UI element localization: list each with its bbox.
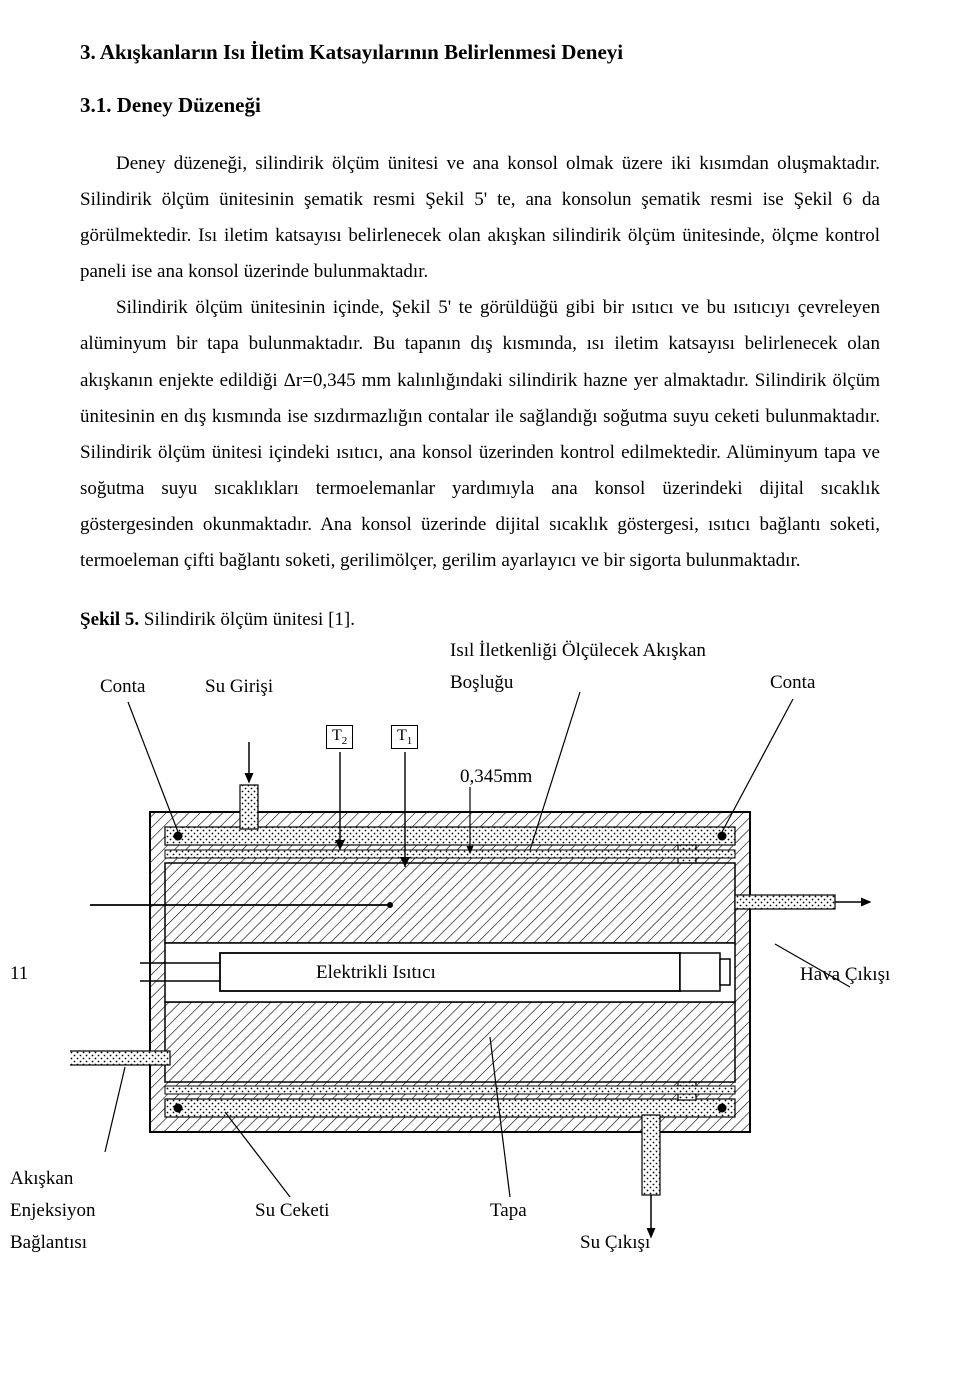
label-0345mm: 0,345mm bbox=[460, 765, 532, 790]
label-tapa: Tapa bbox=[490, 1199, 527, 1224]
figure-title: Silindirik ölçüm ünitesi [1]. bbox=[139, 609, 355, 630]
label-injection-3: Bağlantısı bbox=[10, 1231, 87, 1256]
label-water-jacket: Su Ceketi bbox=[255, 1199, 329, 1224]
label-t1-box: T1 bbox=[391, 725, 418, 749]
label-t2-box: T2 bbox=[326, 725, 353, 749]
figure-number: Şekil 5. bbox=[80, 609, 139, 630]
label-su-girisi: Su Girişi bbox=[205, 675, 273, 700]
label-injection-2: Enjeksiyon bbox=[10, 1199, 96, 1224]
label-heater: Elektrikli Isıtıcı bbox=[310, 961, 442, 986]
subsection-heading: 3.1. Deney Düzeneği bbox=[80, 93, 880, 118]
label-water-out: Su Çıkışı bbox=[580, 1231, 650, 1256]
page-number: 11 bbox=[10, 962, 28, 987]
label-injection-1: Akışkan bbox=[10, 1167, 73, 1192]
body-paragraph-2: Silindirik ölçüm ünitesinin içinde, Şeki… bbox=[80, 290, 880, 579]
label-conta-right: Conta bbox=[770, 671, 815, 696]
body-paragraph-1: Deney düzeneği, silindirik ölçüm ünitesi… bbox=[80, 146, 880, 290]
figure-5-diagram: Conta Su Girişi Isıl İletkenliği Ölçülec… bbox=[70, 637, 890, 1277]
label-conta-left: Conta bbox=[100, 675, 145, 700]
label-fluid-cavity-1: Isıl İletkenliği Ölçülecek Akışkan bbox=[450, 639, 706, 664]
label-air-out: Hava Çıkışı bbox=[800, 963, 890, 988]
section-heading: 3. Akışkanların Isı İletim Katsayılarını… bbox=[80, 40, 880, 65]
schematic-svg bbox=[70, 637, 890, 1277]
label-fluid-cavity-2: Boşluğu bbox=[450, 671, 513, 696]
figure-caption: Şekil 5. Silindirik ölçüm ünitesi [1]. bbox=[80, 609, 880, 631]
